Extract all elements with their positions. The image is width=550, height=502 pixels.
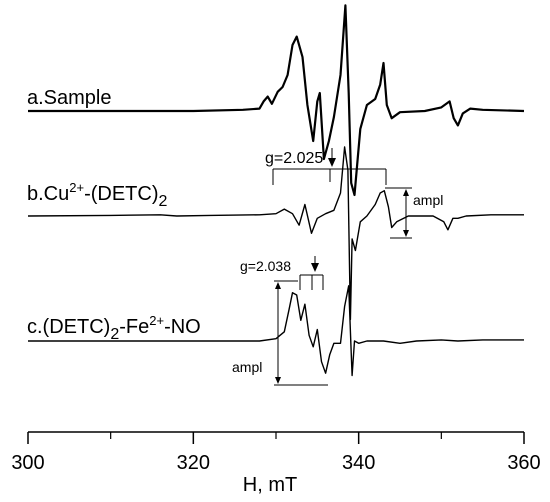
amplitude-marker-c bbox=[274, 280, 328, 386]
x-ticks: 300 320 340 360 bbox=[11, 432, 541, 474]
annotation-g-c: g=2.038 bbox=[240, 258, 291, 274]
series-label-c: c.(DETC)2-Fe2+-NO bbox=[27, 313, 201, 343]
spectrum-trace-a bbox=[28, 4, 525, 197]
g-arrow-b-head bbox=[328, 158, 336, 167]
x-tick-label: 300 bbox=[11, 452, 44, 474]
g-arrow-c-head bbox=[311, 263, 319, 272]
x-tick-label: 340 bbox=[342, 452, 375, 474]
annotation-g-b: g=2.025 bbox=[265, 150, 323, 167]
series-label-b: b.Cu2+-(DETC)2 bbox=[27, 180, 168, 210]
spectrum-trace-b bbox=[27, 146, 524, 321]
x-axis-label: H, mT bbox=[243, 474, 297, 496]
series-label-a: a.Sample bbox=[27, 87, 112, 109]
spectra-layer bbox=[27, 4, 525, 377]
x-tick-label: 360 bbox=[507, 452, 540, 474]
x-tick-label: 320 bbox=[177, 452, 210, 474]
x-axis: 300 320 340 360 H, mT bbox=[11, 431, 541, 496]
g-factor-bracket-c bbox=[299, 256, 324, 290]
amplitude-marker-b bbox=[385, 187, 412, 239]
annotation-ampl-c: ampl bbox=[232, 359, 262, 375]
annotation-ampl-b: ampl bbox=[413, 192, 443, 208]
spectrum-trace-c bbox=[28, 285, 524, 377]
g-factor-bracket-b bbox=[272, 148, 387, 185]
